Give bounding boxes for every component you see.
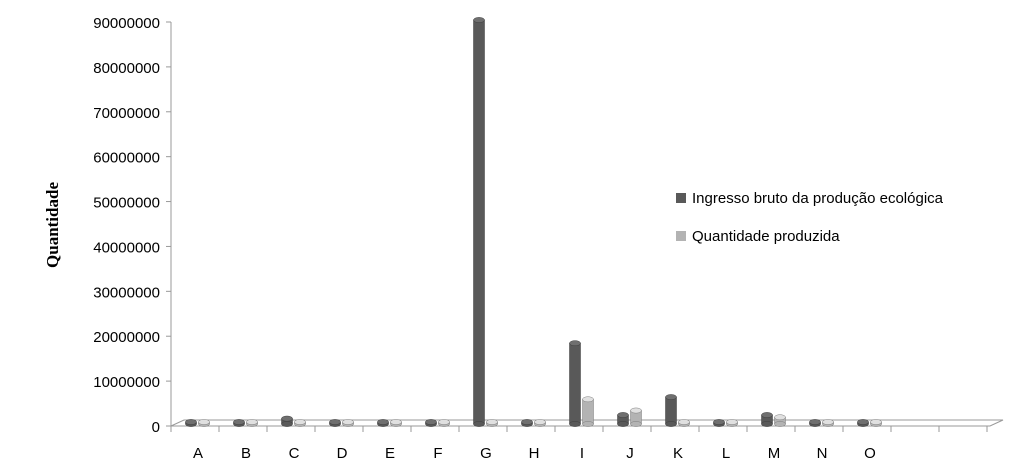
- legend: Ingresso bruto da produção ecológica Qua…: [676, 190, 944, 245]
- bar-quantidade-F: [438, 419, 450, 427]
- bar-ingresso-E: [377, 419, 389, 427]
- y-tick-label: 20000000: [93, 329, 160, 346]
- y-tick-label: 80000000: [93, 60, 160, 77]
- x-tick-labels: A B C D E F G H I J K L M N O: [193, 445, 876, 461]
- legend-swatch-ingresso: [676, 193, 686, 203]
- y-tick-label: 50000000: [93, 195, 160, 212]
- bar-quantidade-D: [342, 419, 354, 427]
- y-tick-label: 70000000: [93, 105, 160, 122]
- bar-quantidade-N: [822, 419, 834, 427]
- bar-quantidade-C: [294, 419, 306, 427]
- bar-ingresso-O: [857, 419, 869, 427]
- y-tick-label: 40000000: [93, 239, 160, 256]
- x-tick-label: O: [864, 445, 876, 461]
- legend-swatch-quantidade: [676, 231, 686, 241]
- bar-ingresso-I: [569, 340, 581, 427]
- bar-quantidade-A: [198, 419, 210, 427]
- y-axis-label: Quantidade: [43, 182, 62, 268]
- bar-ingresso-B: [233, 419, 245, 427]
- y-tick-label: 30000000: [93, 284, 160, 301]
- x-tick-label: N: [817, 445, 828, 461]
- x-tick-label: C: [289, 445, 300, 461]
- y-tick-label: 0: [152, 419, 160, 436]
- bar-quantidade-B: [246, 419, 258, 427]
- bar-ingresso-D: [329, 419, 341, 427]
- bars: [185, 17, 882, 427]
- x-tick-label: J: [626, 445, 634, 461]
- bar-quantidade-H: [534, 419, 546, 427]
- bar-quantidade-I: [582, 396, 594, 427]
- chart-axes: [166, 21, 1004, 432]
- bar-ingresso-K: [665, 394, 677, 427]
- legend-label-quantidade: Quantidade produzida: [692, 228, 840, 245]
- x-tick-label: I: [580, 445, 584, 461]
- x-tick-label: D: [337, 445, 348, 461]
- legend-label-ingresso: Ingresso bruto da produção ecológica: [692, 190, 944, 207]
- bar-quantidade-L: [726, 419, 738, 427]
- bar-ingresso-L: [713, 419, 725, 427]
- bar-quantidade-K: [678, 419, 690, 427]
- x-tick-label: E: [385, 445, 395, 461]
- bar-ingresso-A: [185, 419, 197, 427]
- x-tick-label: M: [768, 445, 781, 461]
- bar-quantidade-E: [390, 419, 402, 427]
- x-tick-label: A: [193, 445, 203, 461]
- y-tick-labels: 0 10000000 20000000 30000000 40000000 5000000…: [93, 15, 160, 436]
- y-tick-label: 90000000: [93, 15, 160, 32]
- x-tick-label: B: [241, 445, 251, 461]
- x-tick-label: F: [433, 445, 442, 461]
- bar-ingresso-C: [281, 415, 293, 427]
- y-tick-label: 60000000: [93, 150, 160, 167]
- x-tick-label: H: [529, 445, 540, 461]
- bar-quantidade-G: [486, 419, 498, 427]
- x-tick-label: G: [480, 445, 492, 461]
- y-tick-label: 10000000: [93, 374, 160, 391]
- bar-ingresso-N: [809, 419, 821, 427]
- bar-ingresso-M: [761, 412, 773, 427]
- bar-ingresso-F: [425, 419, 437, 427]
- x-tick-label: L: [722, 445, 730, 461]
- bar-ingresso-J: [617, 412, 629, 427]
- bar-quantidade-O: [870, 419, 882, 427]
- bar-quantidade-J: [630, 407, 642, 427]
- bar-ingresso-H: [521, 419, 533, 427]
- bar-quantidade-M: [774, 414, 786, 427]
- bar-ingresso-G: [473, 17, 485, 427]
- x-tick-label: K: [673, 445, 683, 461]
